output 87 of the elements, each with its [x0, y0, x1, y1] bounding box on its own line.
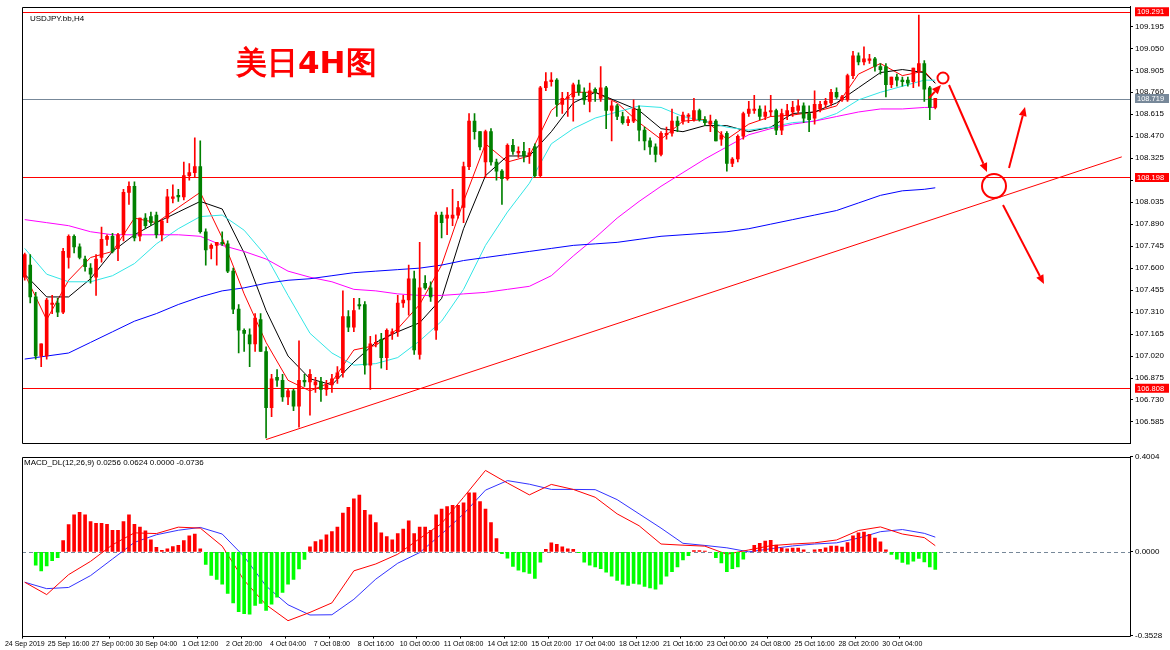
annotation: 美日4H图 [236, 43, 377, 82]
bar [884, 549, 888, 552]
bar [253, 552, 257, 606]
bar [456, 504, 460, 552]
bar [165, 548, 170, 552]
candlestick [242, 328, 246, 352]
bar [275, 552, 279, 598]
bar [489, 522, 493, 552]
y-tick-label: 108.905 [1135, 65, 1165, 75]
candlestick [275, 369, 279, 387]
y-tick-label: 107.310 [1135, 307, 1165, 317]
y-tick-label: 109.195 [1135, 21, 1165, 31]
y-tick-label: 0.4004 [1135, 452, 1161, 461]
y-tick-label: 107.020 [1135, 351, 1165, 361]
y-tick-label: 108.325 [1135, 153, 1165, 163]
bar [648, 552, 652, 589]
bar [149, 539, 153, 552]
text: USDJPY.bb,H4 [30, 14, 85, 23]
bar [873, 537, 877, 552]
bar [242, 552, 246, 614]
bar [61, 540, 65, 552]
bar [670, 552, 674, 572]
bar [752, 545, 757, 552]
candlestick [768, 94, 773, 117]
bar [352, 498, 356, 552]
y-tick-label: 107.745 [1135, 241, 1165, 251]
candlestick [565, 91, 570, 117]
y-tick-label: 109.050 [1135, 43, 1165, 53]
y-tick-label: 106.730 [1135, 395, 1165, 405]
bar [851, 535, 855, 552]
bar [105, 523, 109, 552]
bar [500, 552, 504, 555]
y-tick-label: 107.890 [1135, 219, 1165, 229]
bar [308, 546, 312, 552]
y-tick-label: 108.760 [1135, 87, 1165, 97]
candlestick [500, 169, 504, 205]
candlestick [373, 334, 378, 348]
candlestick [176, 188, 181, 202]
candlestick [171, 184, 175, 204]
y-tick-label: -0.3528 [1135, 630, 1163, 640]
bar [522, 552, 526, 573]
bar [829, 545, 833, 552]
bar [681, 552, 685, 561]
bar [895, 552, 899, 560]
bar [889, 552, 894, 555]
bar [862, 531, 866, 552]
candlestick [593, 87, 598, 102]
bar [330, 531, 334, 552]
bar [286, 552, 290, 585]
bar [906, 552, 910, 565]
bar [478, 501, 482, 552]
bar [264, 552, 268, 611]
y-tick-label: 108.615 [1135, 109, 1165, 119]
bar [83, 514, 87, 552]
y-tick-label: 106.875 [1135, 373, 1165, 383]
bar [434, 514, 438, 552]
bar [72, 514, 76, 552]
y-tick-label: 108.470 [1135, 131, 1165, 141]
bar [796, 547, 800, 552]
bar [138, 526, 142, 552]
bar [533, 552, 537, 579]
candlestick [220, 231, 225, 246]
bar [467, 492, 471, 552]
bar [659, 552, 663, 585]
bar [714, 552, 718, 558]
bar [341, 512, 345, 552]
y-tick-label: 107.600 [1135, 263, 1165, 273]
y-tick-label: 107.455 [1135, 285, 1165, 295]
bar [319, 539, 323, 552]
bar [637, 552, 641, 585]
candlestick [214, 242, 219, 266]
bar [626, 552, 630, 586]
bar [615, 552, 619, 581]
y-tick-label: 108.035 [1135, 197, 1165, 207]
bar [511, 552, 515, 567]
bar [823, 547, 828, 552]
bar [445, 506, 449, 552]
bar [116, 529, 120, 552]
chart-title: MACD_DL(12,26,9) 0.0256 0.0624 0.0000 -0.0736 [24, 458, 204, 467]
bar [840, 546, 844, 552]
bar [297, 552, 301, 570]
y-tick-label: 107.165 [1135, 329, 1165, 339]
y-tick-label: 0.0000 [1135, 547, 1161, 557]
bar [94, 523, 98, 552]
y-tick-label: 106.585 [1135, 417, 1165, 427]
bar [818, 548, 822, 552]
bar [127, 514, 131, 552]
